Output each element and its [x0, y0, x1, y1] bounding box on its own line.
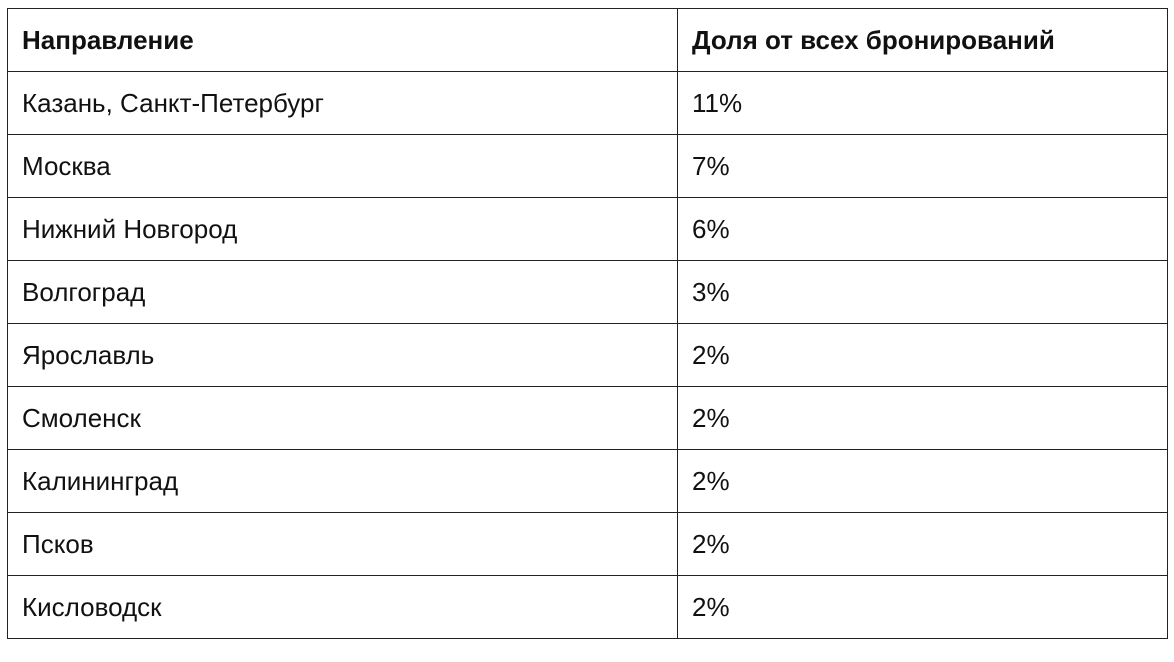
destination-cell: Смоленск — [7, 386, 678, 450]
table-row: Псков 2% — [7, 512, 1168, 576]
share-cell: 2% — [677, 575, 1168, 639]
table-row: Нижний Новгород 6% — [7, 197, 1168, 261]
share-cell: 2% — [677, 386, 1168, 450]
table-row: Калининград 2% — [7, 449, 1168, 513]
table-row: Кисловодск 2% — [7, 575, 1168, 639]
header-cell: Направление — [7, 8, 678, 72]
bookings-table: Направление Доля от всех бронирований Ка… — [7, 8, 1168, 639]
table-row: Смоленск 2% — [7, 386, 1168, 450]
table-row: Волгоград 3% — [7, 260, 1168, 324]
share-cell: 6% — [677, 197, 1168, 261]
destination-cell: Псков — [7, 512, 678, 576]
destination-cell: Ярославль — [7, 323, 678, 387]
destination-cell: Кисловодск — [7, 575, 678, 639]
destination-cell: Нижний Новгород — [7, 197, 678, 261]
share-cell: 2% — [677, 323, 1168, 387]
table-row: Москва 7% — [7, 134, 1168, 198]
share-cell: 3% — [677, 260, 1168, 324]
header-row: Направление Доля от всех бронирований — [7, 8, 1168, 72]
destination-cell: Калининград — [7, 449, 678, 513]
share-cell: 2% — [677, 449, 1168, 513]
table-body: Казань, Санкт-Петербург 11% Москва 7% Нижний… — [7, 71, 1168, 639]
share-cell: 11% — [677, 71, 1168, 135]
destination-cell: Казань, Санкт-Петербург — [7, 71, 678, 135]
share-cell: 7% — [677, 134, 1168, 198]
table-row: Казань, Санкт-Петербург 11% — [7, 71, 1168, 135]
table-row: Ярославль 2% — [7, 323, 1168, 387]
destination-cell: Москва — [7, 134, 678, 198]
header-cell: Доля от всех бронирований — [677, 8, 1168, 72]
destination-cell: Волгоград — [7, 260, 678, 324]
share-cell: 2% — [677, 512, 1168, 576]
